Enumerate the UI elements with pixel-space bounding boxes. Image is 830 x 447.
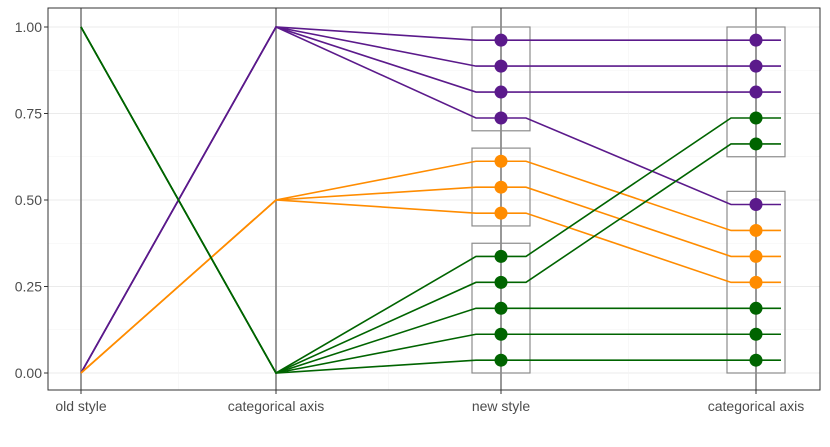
data-point <box>494 33 508 47</box>
panel-border <box>47 7 821 391</box>
data-point <box>749 111 763 125</box>
data-point <box>749 249 763 263</box>
label-layer: 0.00 0.25 0.50 0.75 1.00 old style categorical… <box>15 19 805 414</box>
data-point <box>749 137 763 151</box>
category-box <box>726 190 786 374</box>
data-point <box>749 275 763 289</box>
y-tick-label: 1.00 <box>15 19 42 35</box>
data-point <box>749 301 763 315</box>
data-point <box>494 301 508 315</box>
data-point <box>494 154 508 168</box>
data-point <box>749 197 763 211</box>
data-point <box>494 353 508 367</box>
data-point <box>494 327 508 341</box>
y-tick-label: 0.00 <box>15 365 42 381</box>
data-point <box>494 206 508 220</box>
x-tick-label: new style <box>472 398 531 414</box>
data-point <box>749 85 763 99</box>
x-tick-label: categorical axis <box>228 398 325 414</box>
data-point <box>494 111 508 125</box>
data-point <box>749 353 763 367</box>
category-box <box>471 26 531 132</box>
series-line <box>80 160 781 374</box>
data-point <box>494 59 508 73</box>
data-point <box>749 223 763 237</box>
data-point <box>494 85 508 99</box>
y-tick-label: 0.75 <box>15 106 42 122</box>
data-point <box>494 249 508 263</box>
x-tick-label: categorical axis <box>708 398 805 414</box>
x-tick-label: old style <box>55 398 107 414</box>
point-layer <box>494 33 763 367</box>
y-tick-label: 0.50 <box>15 192 42 208</box>
data-point <box>749 327 763 341</box>
data-point <box>749 33 763 47</box>
data-point <box>494 275 508 289</box>
grid-layer <box>48 8 820 390</box>
y-tick-label: 0.25 <box>15 279 42 295</box>
data-point <box>749 59 763 73</box>
data-point <box>494 180 508 194</box>
